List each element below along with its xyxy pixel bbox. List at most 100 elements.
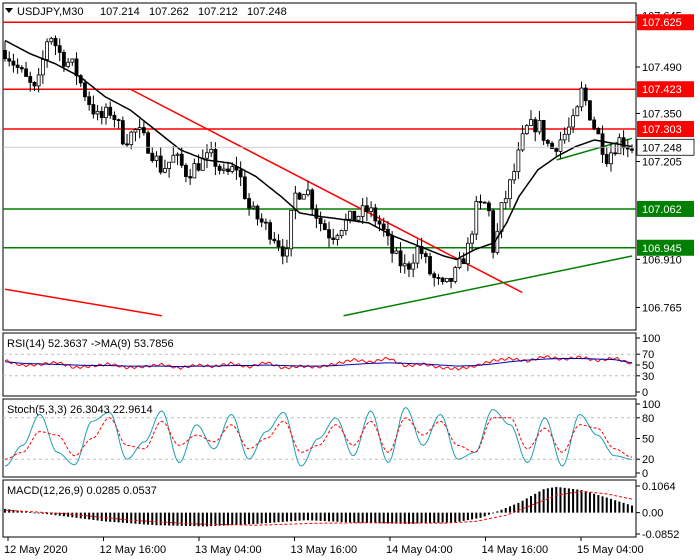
- candle-body: [436, 277, 441, 279]
- candle-body: [516, 149, 521, 173]
- dropdown-triangle-icon[interactable]: [5, 8, 13, 13]
- ohlc-open: 107.214: [100, 6, 140, 18]
- macd-histogram-bar: [54, 512, 57, 516]
- candle: [154, 151, 159, 168]
- macd-tick-label: -0.0852: [642, 529, 679, 541]
- macd-histogram-bar: [336, 512, 339, 522]
- macd-histogram-bar: [412, 512, 415, 524]
- candle: [280, 239, 285, 265]
- stoch-tick-label: 20: [642, 454, 654, 466]
- candle-body: [40, 59, 45, 76]
- candle: [175, 152, 180, 165]
- macd-histogram-bar: [197, 512, 200, 527]
- candle: [394, 247, 399, 255]
- candle: [129, 130, 134, 150]
- candle-body: [36, 74, 41, 87]
- rsi-tick-label: 50: [642, 360, 654, 372]
- macd-histogram-bar: [609, 498, 612, 513]
- candle: [255, 204, 260, 226]
- macd-histogram-bar: [37, 512, 40, 514]
- macd-histogram-bar: [378, 512, 381, 524]
- level-label-resistance: 107.625: [637, 14, 694, 31]
- candle: [247, 192, 251, 216]
- ohlc-low: 107.212: [198, 6, 238, 18]
- candle: [11, 53, 16, 73]
- macd-histogram-bar: [20, 510, 23, 513]
- candle-body: [415, 246, 420, 264]
- candle-body: [268, 222, 273, 240]
- macd-histogram-bar: [521, 500, 524, 513]
- candle-body: [423, 253, 428, 257]
- candle-body: [200, 157, 205, 171]
- price-tick-label: 107.350: [642, 108, 682, 120]
- candle: [205, 144, 209, 169]
- candle: [550, 141, 554, 150]
- macd-histogram-bar: [256, 512, 259, 524]
- price-pane[interactable]: [2, 2, 637, 331]
- chart-symbol: USDJPY,M30: [17, 6, 83, 18]
- macd-histogram-bar: [210, 512, 213, 527]
- macd-histogram-bar: [437, 512, 440, 523]
- macd-histogram-bar: [370, 512, 373, 524]
- macd-histogram-bar: [525, 498, 528, 513]
- macd-histogram-bar: [176, 512, 179, 526]
- time-tick-label: 12 May 16:00: [100, 544, 167, 556]
- price-clip-group: [3, 21, 636, 317]
- macd-histogram-bar: [433, 512, 436, 523]
- candle-body: [369, 207, 374, 212]
- candle: [322, 219, 327, 231]
- candle-body: [444, 277, 449, 283]
- candle: [83, 79, 87, 101]
- macd-histogram-bar: [298, 512, 301, 521]
- level-label-text: 107.062: [642, 204, 682, 216]
- candle: [289, 209, 294, 257]
- axis-layer: 107.645107.490107.350107.205106.910106.7…: [4, 11, 695, 556]
- candle-body: [293, 192, 298, 211]
- candle-body: [62, 52, 66, 67]
- level-label-bg: [637, 239, 694, 256]
- candle: [575, 105, 580, 117]
- candle: [171, 146, 176, 163]
- candle-body: [289, 209, 294, 250]
- candle-body: [352, 210, 357, 221]
- candle-body: [428, 256, 432, 275]
- candle: [516, 142, 521, 179]
- candle-body: [373, 207, 378, 222]
- macd-histogram-bar: [142, 512, 145, 525]
- candle-body: [335, 235, 340, 240]
- rsi-pane[interactable]: [2, 332, 637, 397]
- macd-histogram-bar: [492, 512, 495, 514]
- candle: [583, 84, 588, 106]
- level-label-text: 106.945: [642, 243, 682, 255]
- macd-histogram-bar: [180, 512, 183, 526]
- stoch-tick-label: 100: [642, 399, 660, 411]
- candle-body: [310, 189, 315, 210]
- candle-body: [45, 41, 49, 60]
- candle-body: [579, 87, 584, 108]
- candle-body: [520, 133, 525, 151]
- candle: [19, 65, 24, 73]
- candle: [184, 163, 188, 183]
- candle: [436, 274, 441, 285]
- candle-body: [129, 131, 134, 146]
- candle-body: [314, 208, 319, 219]
- candle: [579, 81, 584, 112]
- candle-body: [272, 238, 277, 242]
- macd-histogram-bar: [126, 512, 129, 524]
- macd-histogram-bar: [58, 512, 61, 516]
- candle-body: [453, 267, 458, 282]
- candle-body: [137, 127, 142, 130]
- macd-histogram-bar: [563, 487, 566, 513]
- macd-histogram-bar: [382, 512, 385, 524]
- macd-histogram-bar: [340, 512, 343, 522]
- candle: [310, 187, 315, 216]
- candle-body: [495, 230, 500, 253]
- candle: [487, 200, 491, 217]
- candle-body: [74, 58, 79, 77]
- candle: [604, 146, 609, 167]
- macd-histogram-bar: [445, 512, 448, 523]
- macd-histogram-bar: [285, 512, 288, 522]
- candle: [423, 250, 428, 264]
- ohlc-close: 107.248: [247, 6, 287, 18]
